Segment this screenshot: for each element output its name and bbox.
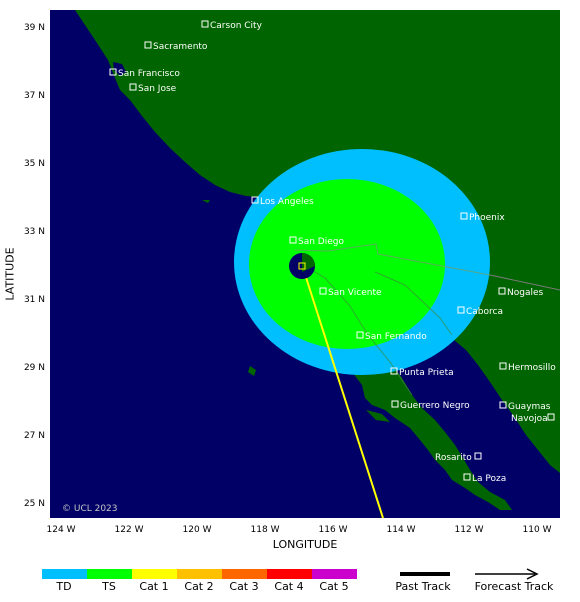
city-label: Rosarito	[435, 453, 472, 463]
city-phoenix: Phoenix	[460, 212, 505, 223]
legend-label-cat3: Cat 3	[229, 580, 259, 593]
legend-swatch-cat5	[312, 569, 357, 579]
copyright-text: © UCL 2023	[62, 504, 118, 514]
city-label: San Fernando	[365, 332, 427, 342]
city-label: Carson City	[210, 21, 263, 31]
city-label: Guaymas	[508, 402, 551, 412]
legend-label-ts: TS	[102, 580, 116, 593]
city-san-francisco: San Francisco	[109, 68, 180, 79]
city-guaymas: Guaymas	[499, 401, 551, 412]
x-tick-label: 112 W	[454, 525, 484, 535]
island	[202, 200, 210, 203]
sf-bay	[113, 62, 126, 76]
city-san-vicente: San Vicente	[319, 287, 382, 298]
island	[248, 366, 256, 376]
y-tick-label: 35 N	[23, 159, 45, 169]
city-san-diego: San Diego	[289, 236, 344, 247]
legend-swatch-cat3	[222, 569, 267, 579]
city-san-fernando: San Fernando	[356, 331, 427, 342]
city-label: San Jose	[138, 84, 177, 94]
legend-swatch-cat2	[177, 569, 222, 579]
legend-swatch-cat1	[132, 569, 177, 579]
city-label: Caborca	[466, 307, 503, 317]
city-san-jose: San Jose	[129, 83, 177, 94]
legend-label-td: TD	[56, 580, 72, 593]
city-label: Punta Prieta	[399, 368, 454, 378]
border-overlay	[294, 243, 491, 276]
x-tick-label: 124 W	[46, 525, 76, 535]
y-axis-label: LATITUDE	[0, 247, 20, 300]
ts-wind-field	[249, 179, 445, 349]
legend-swatch-ts	[87, 569, 132, 579]
x-tick-label: 120 W	[182, 525, 212, 535]
forecast-track-label: Forecast Track	[474, 580, 554, 593]
x-tick-label: 118 W	[250, 525, 280, 535]
y-tick-label: 39 N	[23, 23, 45, 33]
city-guerrero-negro: Guerrero Negro	[391, 400, 470, 411]
past-track-label: Past Track	[395, 580, 451, 593]
x-axis-label: LONGITUDE	[272, 538, 338, 551]
city-label: Sacramento	[153, 42, 208, 52]
y-tick-label: 33 N	[23, 227, 45, 237]
y-tick-label: 29 N	[23, 363, 45, 373]
forecast-track-line	[302, 267, 384, 518]
city-label: San Francisco	[118, 69, 180, 79]
city-label: Guerrero Negro	[400, 401, 470, 411]
city-hermosillo: Hermosillo	[499, 362, 556, 373]
y-tick-label: 31 N	[23, 295, 45, 305]
x-tick-label: 114 W	[386, 525, 416, 535]
legend-label-cat5: Cat 5	[319, 580, 349, 593]
city-label: Navojoa	[511, 414, 548, 424]
storm-map: Carson City Sacramento San Francisco San…	[50, 10, 560, 518]
city-label: Phoenix	[469, 213, 505, 223]
arrow-right-icon	[526, 568, 539, 580]
city-label: Hermosillo	[508, 363, 556, 373]
storm-position-marker	[298, 262, 306, 270]
city-label: La Poza	[472, 474, 506, 484]
city-label: San Diego	[298, 237, 344, 247]
city-rosarito: Rosarito	[435, 452, 482, 463]
y-axis-label-text: LATITUDE	[3, 247, 17, 301]
track-legend-lines	[400, 568, 539, 580]
city-punta-prieta: Punta Prieta	[390, 367, 454, 378]
legend-swatch-td	[42, 569, 87, 579]
y-tick-label: 27 N	[23, 431, 45, 441]
x-tick-label: 110 W	[522, 525, 552, 535]
city-label: Nogales	[507, 288, 544, 298]
city-markers: Carson City Sacramento San Francisco San…	[109, 20, 556, 484]
y-tick-label: 25 N	[23, 499, 45, 509]
coast-overlay	[374, 271, 453, 336]
legend-label-cat1: Cat 1	[139, 580, 169, 593]
legend-label-cat4: Cat 4	[274, 580, 304, 593]
city-navojoa: Navojoa	[511, 413, 555, 424]
city-nogales: Nogales	[498, 287, 544, 298]
legend-label-cat2: Cat 2	[184, 580, 214, 593]
island	[366, 410, 390, 422]
city-sacramento: Sacramento	[144, 41, 208, 52]
city-label: San Vicente	[328, 288, 382, 298]
x-tick-label: 122 W	[114, 525, 144, 535]
city-carson-city: Carson City	[201, 20, 263, 31]
city-los-angeles: Los Angeles	[251, 196, 314, 207]
y-tick-label: 37 N	[23, 91, 45, 101]
city-label: Los Angeles	[260, 197, 314, 207]
category-legend	[42, 569, 357, 579]
mainland	[75, 10, 560, 473]
x-tick-label: 116 W	[318, 525, 348, 535]
city-caborca: Caborca	[457, 306, 503, 317]
legend-swatch-cat4	[267, 569, 312, 579]
city-la-poza: La Poza	[463, 473, 506, 484]
